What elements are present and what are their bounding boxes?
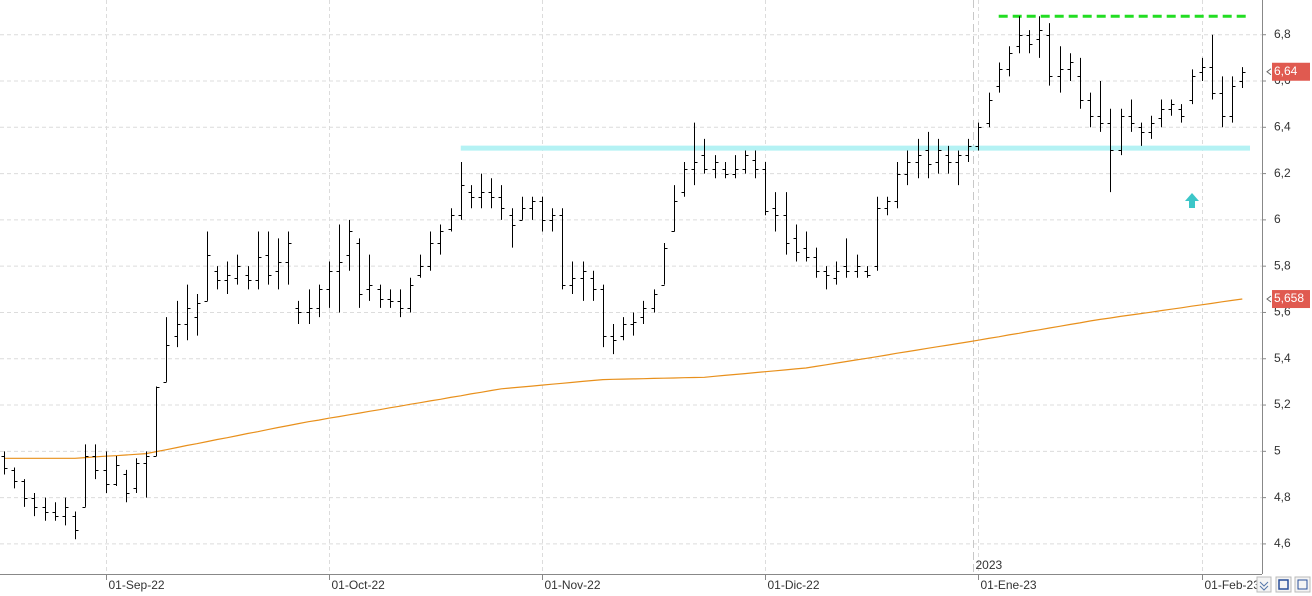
y-tick-label: 6,2: [1274, 166, 1291, 180]
price-label-box: [1272, 290, 1310, 309]
y-tick-label: 5,2: [1274, 397, 1291, 411]
price-label: 6,64: [1274, 64, 1298, 78]
x-tick-label: 01-Oct-22: [332, 578, 386, 592]
y-tick-label: 6: [1274, 212, 1281, 226]
x-tick-label: 01-Feb-23: [1205, 578, 1261, 592]
y-tick-label: 6,8: [1274, 27, 1291, 41]
price-label: 5,658: [1274, 291, 1304, 305]
price-label-box: [1272, 62, 1310, 81]
price-marker: [1266, 295, 1272, 303]
y-tick-label: 4,6: [1274, 536, 1291, 550]
x-tick-label: 01-Sep-22: [109, 578, 165, 592]
price-marker: [1266, 68, 1272, 76]
y-tick-label: 5,4: [1274, 351, 1291, 365]
y-tick-label: 4,8: [1274, 490, 1291, 504]
y-tick-label: 6,4: [1274, 119, 1291, 133]
year-label: 2023: [976, 558, 1003, 572]
plot-area: [1, 14, 1250, 540]
y-tick-label: 5,8: [1274, 258, 1291, 272]
x-tick-label: 01-Nov-22: [545, 578, 601, 592]
x-tick-label: 01-Ene-23: [981, 578, 1037, 592]
moving-average: [4, 298, 1243, 459]
y-tick-label: 5,6: [1274, 305, 1291, 319]
window-button[interactable]: [1294, 576, 1311, 593]
scroll-icon: [1259, 581, 1269, 591]
x-tick-label: 01-Dic-22: [768, 578, 820, 592]
x-axis: 01-Sep-22 01-Oct-22 01-Nov-22 01-Dic-22 01-E…: [106, 574, 1261, 592]
window-icon: [1297, 579, 1308, 590]
y-tick-label: 5: [1274, 444, 1281, 458]
scroll-button[interactable]: [1256, 576, 1272, 593]
save-icon: [1278, 579, 1289, 590]
toolbar: [1256, 576, 1311, 593]
annotation-arrow: [1185, 193, 1199, 208]
y-axis: 4,64,855,25,45,65,866,26,46,66,8: [1262, 27, 1291, 550]
